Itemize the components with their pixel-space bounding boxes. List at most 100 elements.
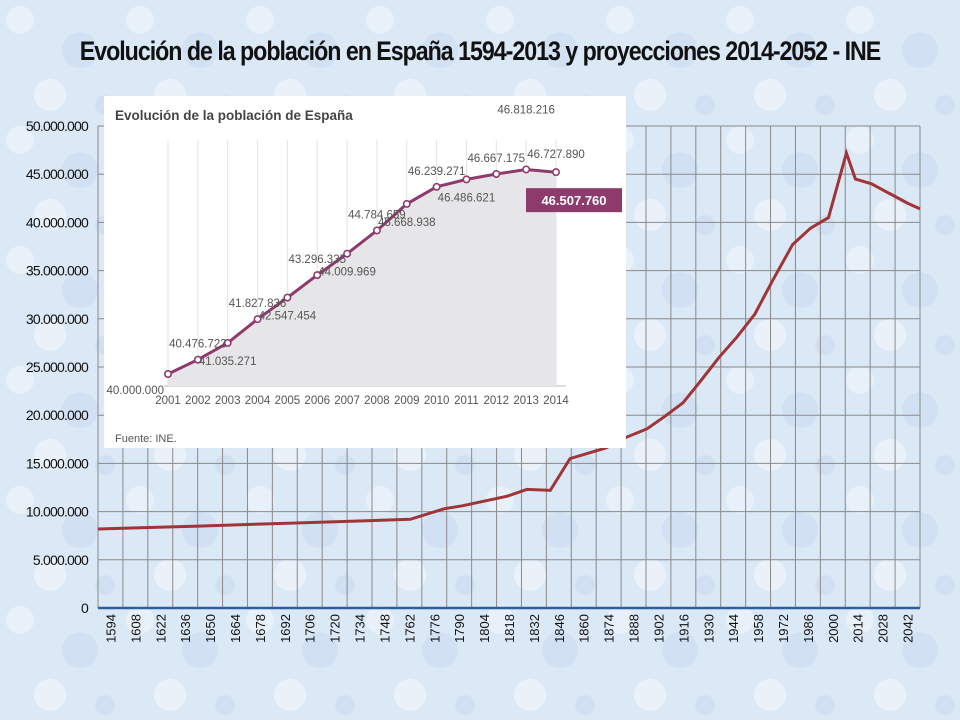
inset-value-label: 44.009.969 bbox=[318, 267, 376, 279]
inset-value-label: 46.486.621 bbox=[438, 192, 496, 204]
page-title: Evolución de la población en España 1594… bbox=[79, 36, 881, 66]
x-tick-label: 1734 bbox=[353, 614, 368, 643]
inset-value-label: 43.296.335 bbox=[288, 254, 346, 266]
inset-value-label: 45.668.938 bbox=[378, 217, 436, 229]
y-tick-label: 15.000.000 bbox=[26, 455, 89, 471]
inset-value-label: 41.035.271 bbox=[199, 356, 257, 368]
x-tick-label: 2028 bbox=[876, 614, 891, 643]
y-axis-labels: 0 5.000.000 10.000.000 15.000.000 20.000.000… bbox=[26, 118, 90, 616]
inset-value-label: 46.239.271 bbox=[408, 166, 466, 178]
y-tick-label: 50.000.000 bbox=[26, 118, 89, 134]
inset-data-point bbox=[462, 175, 471, 184]
inset-x-tick-label: 2002 bbox=[185, 395, 211, 407]
inset-x-tick-label: 2013 bbox=[513, 395, 539, 407]
inset-chart-title: Evolución de la población de España bbox=[115, 108, 353, 123]
x-tick-label: 2014 bbox=[851, 614, 866, 643]
x-tick-label: 1874 bbox=[602, 614, 617, 643]
inset-data-point bbox=[313, 271, 322, 280]
inset-chart: Evolución de la población de España 40.0… bbox=[106, 104, 622, 445]
inset-value-label: 46.727.890 bbox=[527, 149, 585, 161]
x-tick-label: 1692 bbox=[278, 614, 293, 643]
x-tick-label: 1608 bbox=[128, 614, 143, 643]
inset-data-point bbox=[402, 199, 411, 208]
x-tick-label: 1958 bbox=[751, 614, 766, 643]
x-tick-label: 1916 bbox=[676, 614, 691, 643]
x-tick-label: 1776 bbox=[427, 614, 442, 643]
x-tick-label: 1944 bbox=[726, 614, 741, 643]
y-tick-label: 0 bbox=[81, 600, 89, 616]
inset-value-label: 40.476.723 bbox=[169, 339, 227, 351]
inset-x-tick-label: 2001 bbox=[155, 395, 181, 407]
x-tick-label: 1594 bbox=[103, 614, 118, 643]
x-tick-label: 1846 bbox=[552, 614, 567, 643]
inset-value-label: 41.827.836 bbox=[229, 298, 287, 310]
inset-data-point bbox=[522, 165, 531, 174]
inset-x-tick-label: 2004 bbox=[245, 395, 271, 407]
population-series-line bbox=[97, 147, 921, 531]
inset-data-point bbox=[163, 369, 172, 378]
y-tick-label: 10.000.000 bbox=[26, 504, 89, 520]
inset-value-label: 46.667.175 bbox=[468, 153, 526, 165]
inset-highlight-badge bbox=[526, 188, 622, 213]
x-tick-label: 1678 bbox=[253, 614, 268, 643]
y-tick-label: 25.000.000 bbox=[26, 359, 89, 375]
y-tick-label: 5.000.000 bbox=[33, 552, 89, 568]
inset-x-tick-label: 2005 bbox=[275, 395, 301, 407]
inset-series-line bbox=[167, 167, 557, 376]
x-tick-label: 1622 bbox=[153, 614, 168, 643]
inset-value-labels: 40.000.000 40.476.723 41.035.271 41.827.836… bbox=[106, 104, 622, 397]
x-tick-label: 1804 bbox=[477, 614, 492, 643]
y-tick-label: 35.000.000 bbox=[26, 263, 89, 279]
x-tick-label: 1650 bbox=[203, 614, 218, 643]
x-tick-label: 1790 bbox=[452, 614, 467, 643]
x-tick-label: 1636 bbox=[178, 614, 193, 643]
inset-value-label: 42.547.454 bbox=[259, 311, 317, 323]
x-tick-label: 1888 bbox=[627, 614, 642, 643]
y-tick-label: 45.000.000 bbox=[26, 166, 89, 182]
inset-data-point bbox=[343, 249, 352, 258]
inset-x-tick-label: 2011 bbox=[454, 395, 479, 407]
x-tick-label: 1986 bbox=[801, 614, 816, 643]
x-tick-label: 2042 bbox=[901, 614, 916, 643]
inset-x-tick-label: 2003 bbox=[215, 395, 241, 407]
inset-data-points bbox=[163, 165, 560, 378]
inset-data-point bbox=[283, 293, 292, 302]
inset-x-tick-label: 2014 bbox=[543, 395, 569, 407]
inset-x-tick-label: 2009 bbox=[394, 395, 420, 407]
x-tick-label: 1748 bbox=[377, 614, 392, 643]
inset-x-tick-label: 2008 bbox=[364, 395, 390, 407]
inset-x-tick-label: 2007 bbox=[334, 395, 360, 407]
inset-data-point bbox=[223, 338, 232, 347]
inset-source-note: Fuente: INE. bbox=[115, 433, 177, 445]
x-axis-labels: 1594 1608 1622 1636 1650 1664 1678 1692 1706 1720… bbox=[103, 614, 915, 643]
x-tick-label: 1860 bbox=[577, 614, 592, 643]
x-tick-label: 1720 bbox=[328, 614, 343, 643]
inset-data-point bbox=[492, 169, 501, 178]
inset-data-point bbox=[193, 355, 202, 364]
x-tick-label: 1972 bbox=[776, 614, 791, 643]
inset-x-tick-label: 2012 bbox=[484, 395, 510, 407]
inset-data-point bbox=[432, 182, 441, 191]
x-tick-label: 1818 bbox=[502, 614, 517, 643]
inset-area-fill bbox=[168, 169, 556, 386]
inset-data-point bbox=[551, 168, 560, 177]
x-tick-label: 1832 bbox=[527, 614, 542, 643]
inset-data-point bbox=[253, 315, 262, 324]
inset-x-tick-label: 2006 bbox=[304, 395, 330, 407]
x-tick-label: 1664 bbox=[228, 614, 243, 643]
inset-value-label: 44.784.659 bbox=[348, 209, 406, 221]
y-tick-label: 30.000.000 bbox=[26, 311, 89, 327]
inset-value-label: 46.818.216 bbox=[497, 104, 555, 116]
x-tick-label: 1930 bbox=[701, 614, 716, 643]
inset-data-point bbox=[372, 226, 381, 235]
x-tick-label: 2000 bbox=[826, 614, 841, 643]
inset-x-tick-label: 2010 bbox=[424, 395, 450, 407]
x-tick-label: 1902 bbox=[651, 614, 666, 643]
y-tick-label: 40.000.000 bbox=[26, 214, 89, 230]
y-tick-label: 20.000.000 bbox=[26, 407, 89, 423]
inset-chart-panel: Evolución de la población de España 40.0… bbox=[104, 96, 626, 448]
inset-highlight-label: 46.507.760 bbox=[541, 193, 606, 208]
x-tick-label: 1762 bbox=[402, 614, 417, 643]
inset-value-label: 40.000.000 bbox=[106, 385, 164, 397]
x-tick-label: 1706 bbox=[303, 614, 318, 643]
